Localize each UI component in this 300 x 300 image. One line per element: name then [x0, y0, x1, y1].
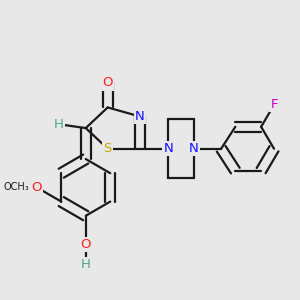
- Text: H: H: [54, 118, 64, 131]
- Text: N: N: [189, 142, 199, 155]
- Text: N: N: [164, 142, 173, 155]
- Text: O: O: [102, 76, 113, 89]
- Text: F: F: [270, 98, 278, 111]
- Text: O: O: [32, 181, 42, 194]
- Text: S: S: [103, 142, 112, 155]
- Text: N: N: [135, 110, 145, 123]
- Text: OCH₃: OCH₃: [3, 182, 29, 192]
- Text: H: H: [81, 258, 91, 271]
- Text: O: O: [80, 238, 91, 250]
